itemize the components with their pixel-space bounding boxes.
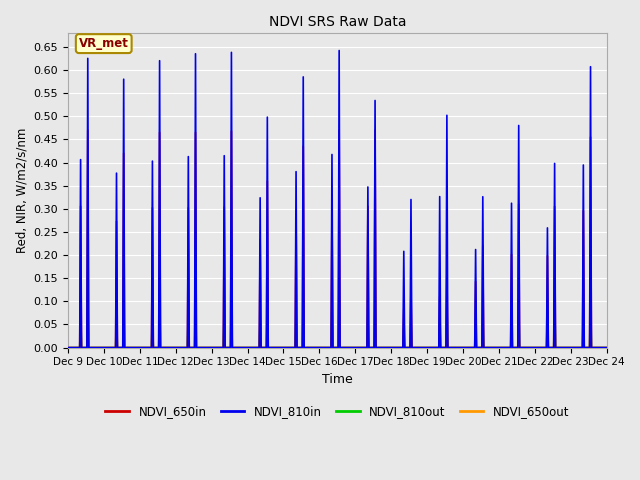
Text: VR_met: VR_met <box>79 37 129 50</box>
Legend: NDVI_650in, NDVI_810in, NDVI_810out, NDVI_650out: NDVI_650in, NDVI_810in, NDVI_810out, NDV… <box>100 401 574 423</box>
Y-axis label: Red, NIR, W/m2/s/nm: Red, NIR, W/m2/s/nm <box>15 128 28 253</box>
X-axis label: Time: Time <box>322 373 353 386</box>
Title: NDVI SRS Raw Data: NDVI SRS Raw Data <box>269 15 406 29</box>
